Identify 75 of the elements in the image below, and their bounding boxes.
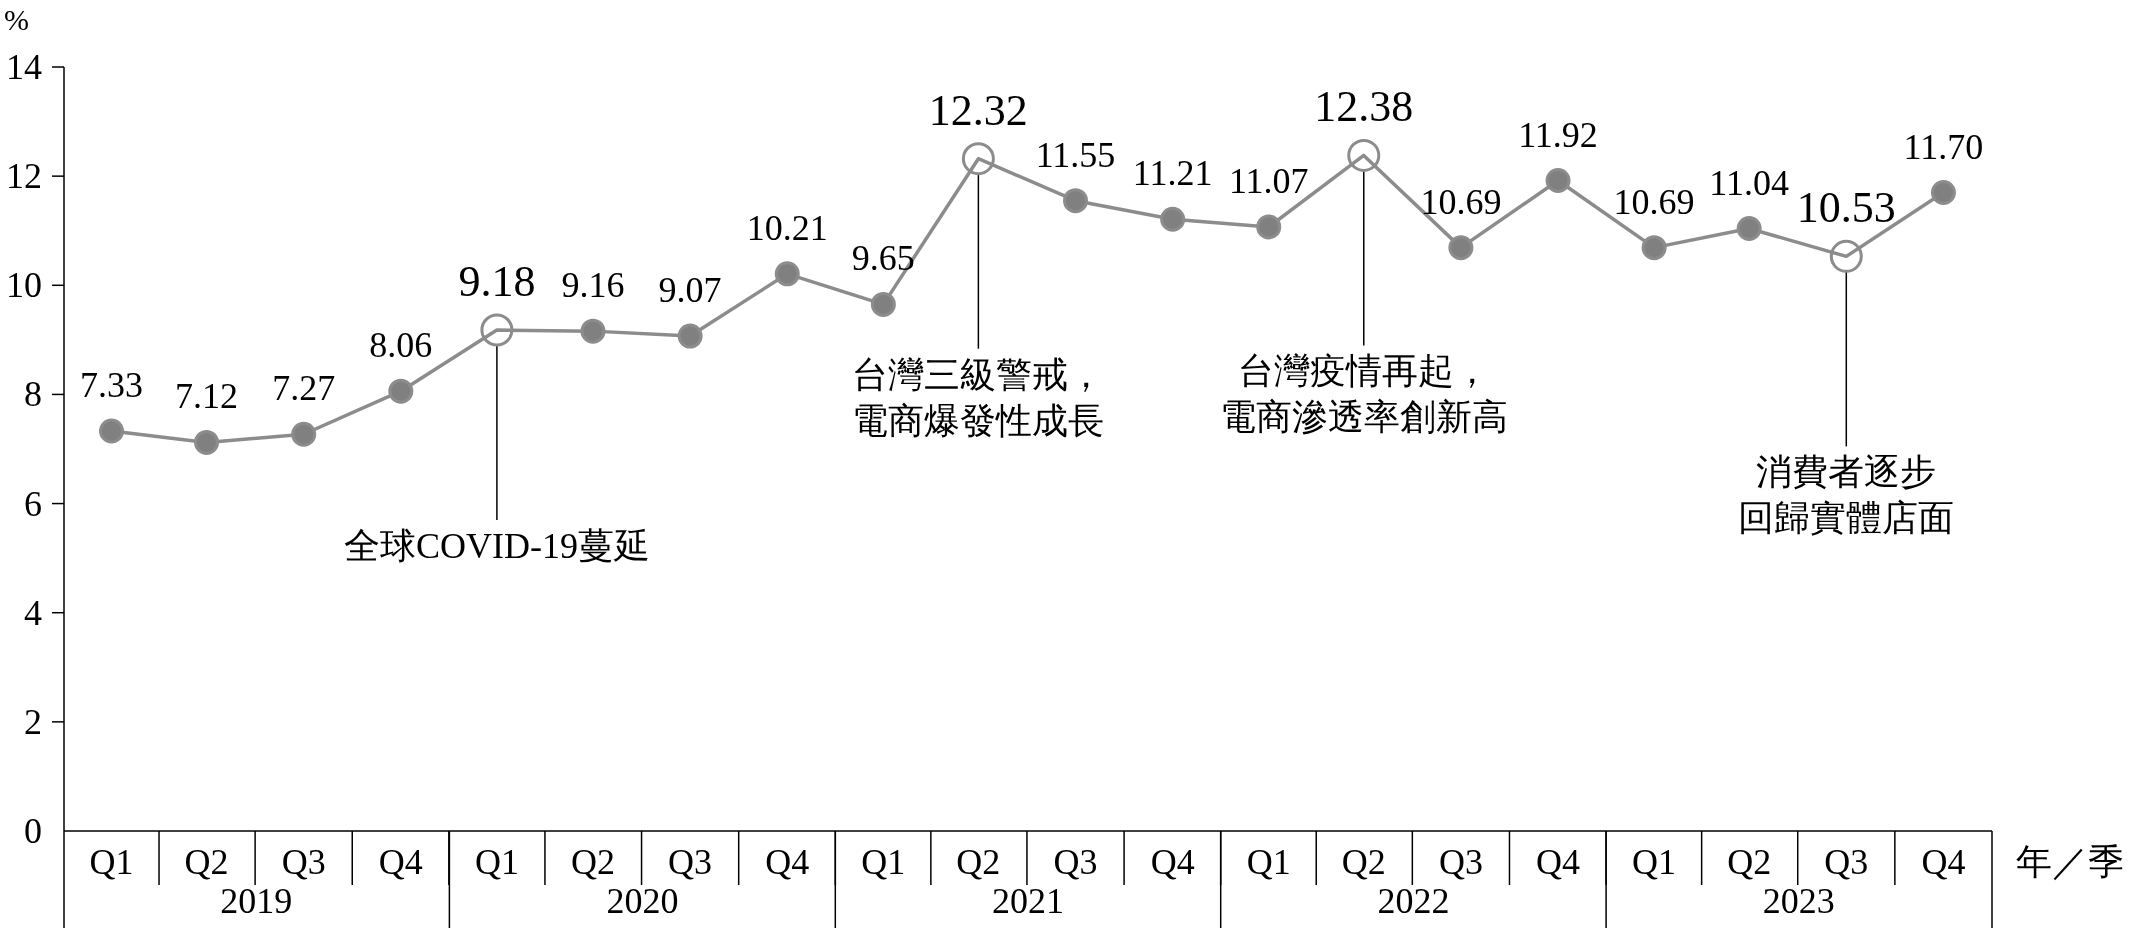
point [1930,180,1956,206]
x-tick-label: Q1 [474,842,519,882]
point [1736,216,1762,242]
x-tick-label: Q1 [89,842,134,882]
x-tick-label: Q1 [1632,842,1677,882]
data-label: 9.07 [658,270,722,311]
data-label: 8.06 [369,325,433,366]
annotation: 台灣疫情再起，電商滲透率創新高 [1219,351,1508,438]
point [1160,206,1186,232]
x-tick-label: Q3 [281,842,326,882]
y-tick-label: 0 [24,811,42,851]
y-tick-label: 8 [24,374,42,415]
data-label: 11.07 [1228,160,1309,201]
point [194,429,220,455]
data-label: 11.70 [1903,126,1984,167]
x-axis-title: 年／季 [2016,842,2124,882]
data-label: 9.18 [458,257,536,307]
x-tick-label: Q2 [1727,842,1772,882]
point [677,323,703,349]
x-tick-label: Q3 [1053,842,1098,882]
point [1063,188,1089,214]
data-label: 12.32 [928,85,1028,135]
data-label: 11.04 [1709,162,1789,203]
data-label: 7.27 [272,368,336,409]
point [580,318,606,344]
data-label: 10.69 [1613,181,1695,222]
x2-tick-label: 2021 [992,881,1064,921]
data-label: 11.92 [1518,114,1598,155]
point [1641,235,1667,261]
x-tick-label: Q2 [570,842,615,882]
x-tick-label: Q1 [861,842,906,882]
x-tick-label: Q3 [668,842,713,882]
y-axis-title: % [4,3,29,36]
annotation: 消費者逐步回歸實體店面 [1738,452,1955,539]
data-label: 7.12 [175,376,239,417]
x-tick-label: Q3 [1824,842,1869,882]
data-label: 9.65 [851,238,915,279]
x2-tick-label: 2019 [220,881,293,921]
data-label: 11.55 [1035,134,1116,175]
y-tick-label: 4 [24,592,42,633]
point [774,261,800,287]
data-label: 10.69 [1420,181,1502,222]
data-label: 10.53 [1796,183,1896,233]
y-tick-label: 6 [24,483,42,524]
point [291,421,317,447]
point [1256,214,1282,240]
y-tick-label: 14 [6,47,42,87]
point [1448,235,1474,261]
annotation: 全球COVID-19蔓延 [343,526,650,567]
x-tick-label: Q2 [1341,842,1386,882]
point [99,418,125,444]
x-tick-label: Q4 [378,842,423,882]
y-tick-label: 10 [6,265,42,306]
y-tick-label: 12 [6,156,42,197]
point [388,378,414,404]
data-label: 7.33 [80,364,144,405]
point [870,291,896,317]
data-label: 11.21 [1132,153,1213,194]
x-tick-label: Q4 [1536,842,1581,882]
annotation: 台灣三級警戒，電商爆發性成長 [852,354,1105,441]
x2-tick-label: 2020 [606,881,679,921]
data-label: 10.21 [746,207,828,248]
x-tick-label: Q2 [184,842,229,882]
x-tick-label: Q3 [1438,842,1483,882]
x-tick-label: Q2 [956,842,1001,882]
point [1545,168,1571,194]
x-tick-label: Q1 [1246,842,1291,882]
x-tick-label: Q4 [1921,842,1966,882]
y-tick-label: 2 [24,701,42,742]
x2-tick-label: 2022 [1377,881,1450,921]
x-tick-label: Q4 [765,842,810,882]
data-label: 9.16 [561,265,625,306]
x2-tick-label: 2023 [1762,881,1835,921]
data-label: 12.38 [1314,82,1414,132]
x-tick-label: Q4 [1150,842,1195,882]
